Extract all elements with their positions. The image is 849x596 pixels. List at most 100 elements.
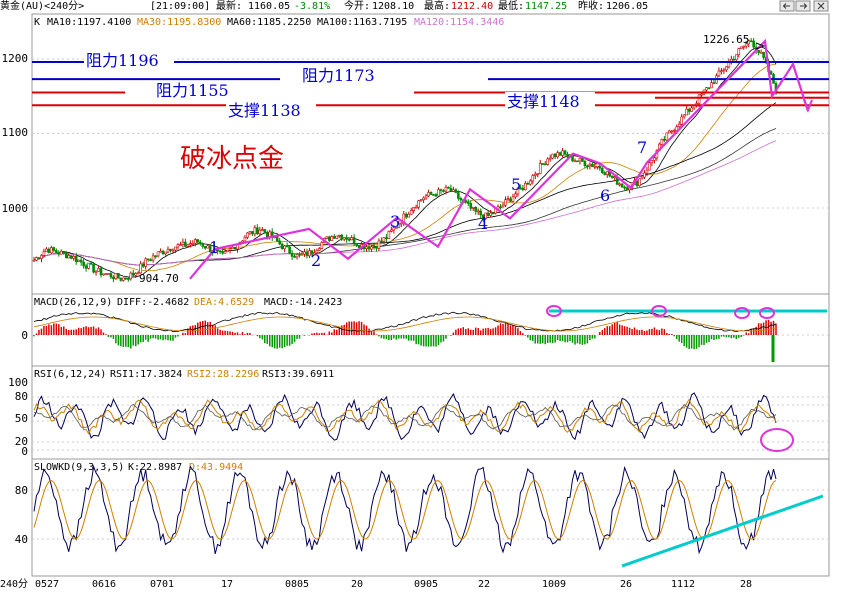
candle-body [576,160,579,163]
candle-body [734,54,738,60]
ma100-label: MA100:1163.7195 [317,17,407,28]
candle-body [52,247,56,251]
candle-body [474,206,478,212]
ma60-label: MA60:1185.2250 [227,17,311,28]
candle-body [107,273,110,275]
candle-body [744,43,748,47]
kd-label: SLOWKD(9,3,3,5) [34,462,124,473]
arrow-right-glyph [800,3,808,9]
candle-body [278,240,281,245]
candle-body [422,197,425,201]
rsi-lines [33,392,794,452]
candle-body [700,93,703,96]
candle-body [179,244,182,246]
candle-body [395,227,398,229]
candle-body [134,273,138,276]
candle-body [556,152,559,158]
candle-body [94,270,98,273]
level-label-1155: 阻力1155 [156,81,229,100]
candle-body [558,152,562,156]
candle-body [625,187,629,191]
candle-body [99,268,103,276]
candle-body [352,237,356,245]
candle-body [308,250,311,257]
candle-body [551,153,554,159]
candle-body [457,192,460,199]
candle-body [221,251,224,254]
wave-arrowhead [803,99,813,113]
candle-body [697,94,701,104]
change-pct: -3.81% [294,1,330,12]
candle-body [521,187,525,190]
level-label-1173: 阻力1173 [302,66,375,85]
candle-body [62,250,66,254]
candle-body [762,51,765,58]
candle-body [340,234,344,240]
candle-body [330,236,334,241]
nav-buttons [779,0,829,12]
header-bar [0,0,849,12]
period-label: 240分 [0,578,28,590]
candle-body [55,250,58,253]
candle-body [156,251,160,257]
candle-body [149,259,152,262]
open-label: 今开: [344,0,370,12]
candle-body [112,276,115,279]
candle-body [581,157,584,162]
candle-body [127,278,130,280]
candle-body [246,232,249,238]
level-label-1148: 支撑1148 [507,92,580,111]
instrument-label: 黄金(AU)<240分> [0,0,84,12]
candle-body [439,189,443,191]
candle-body [198,241,202,244]
candle-body [397,223,401,228]
candle-body [174,246,177,251]
candle-body [159,250,162,253]
candle-body [412,207,415,211]
candle-body [136,272,140,275]
level-label-bg-1196 [84,51,174,69]
candle-body [231,246,234,250]
x-axis-label: 1009 [542,579,566,590]
candle-body [385,237,388,240]
candle-body [194,239,197,244]
kd-lines [33,464,824,568]
moving-average-line [33,46,777,278]
candle-body [509,198,512,202]
macd-diff-label: DIFF:-2.4682 [117,297,189,308]
candle-body [481,214,485,219]
candle-body [541,163,545,165]
x-axis-label: 0805 [285,579,309,590]
candle-body [516,187,520,195]
candle-body [648,162,651,171]
candle-body [290,252,294,257]
candle-body [417,200,420,208]
candle-body [117,273,120,279]
latest-label: 最新: [216,0,242,12]
candle-body [191,243,195,245]
candle-body [151,255,155,261]
candle-body [548,157,552,160]
wave-path [189,38,813,280]
candle-body [119,277,123,281]
candle-body [687,108,691,112]
candle-body [47,248,51,254]
rsi-y-tick-0: 0 [21,445,28,458]
candle-body [161,250,165,255]
rsi-y-tick-80: 80 [15,390,28,403]
kd-d-line [33,479,777,540]
candle-body [635,180,639,186]
candle-body [345,237,348,240]
candle-body [332,236,336,239]
y-tick-1000: 1000 [2,202,29,215]
candle-body [442,190,445,192]
level-label-bg-1173 [300,66,390,84]
candle-body [370,246,373,250]
candle-body [578,157,582,162]
candle-body [663,139,666,141]
candle-body [717,70,721,77]
peak-label: 1226.65 [703,33,749,46]
macd-highlight-ellipse [651,305,667,317]
candle-body [67,255,71,259]
candle-body [189,243,192,246]
